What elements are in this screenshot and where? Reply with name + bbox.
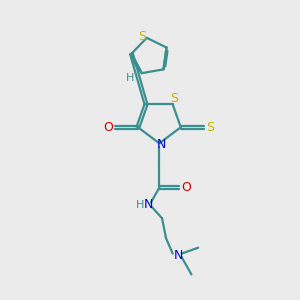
Text: N: N <box>143 198 153 212</box>
Text: S: S <box>206 121 214 134</box>
Text: O: O <box>103 121 113 134</box>
Text: S: S <box>138 30 146 43</box>
Text: N: N <box>157 138 166 151</box>
Text: H: H <box>136 200 144 210</box>
Text: S: S <box>170 92 178 105</box>
Text: O: O <box>181 181 191 194</box>
Text: H: H <box>126 73 134 83</box>
Text: N: N <box>174 249 184 262</box>
